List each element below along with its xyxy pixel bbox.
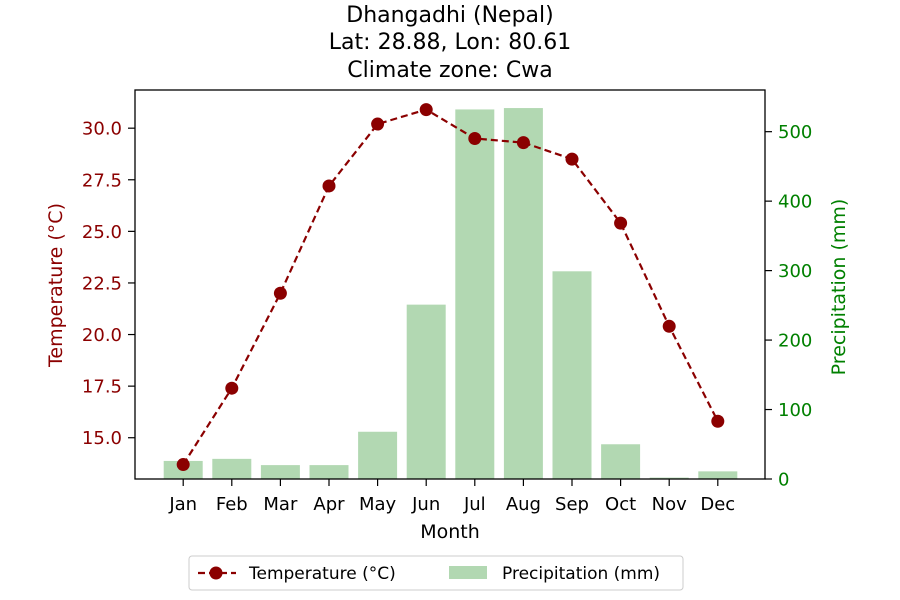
x-tick-label-jun: Jun xyxy=(411,494,440,515)
x-tick-label-apr: Apr xyxy=(313,494,345,515)
temperature-point-dec xyxy=(711,414,725,428)
temperature-tick-label-5: 27.5 xyxy=(82,170,122,191)
temperature-tick-label-4: 25.0 xyxy=(82,222,122,243)
temperature-tick-label-2: 20.0 xyxy=(82,325,122,346)
x-tick-label-mar: Mar xyxy=(263,494,298,515)
legend: Temperature (°C) Precipitation (mm) xyxy=(188,555,684,591)
precipitation-bar-dec xyxy=(698,471,738,479)
precipitation-tick-label-3: 300 xyxy=(778,261,812,282)
temperature-point-oct xyxy=(614,216,628,230)
x-tick-label-oct: Oct xyxy=(605,494,636,515)
chart-title-line-2: Lat: 28.88, Lon: 80.61 xyxy=(329,30,571,55)
temperature-point-aug xyxy=(516,136,530,150)
temperature-point-nov xyxy=(662,319,676,333)
x-tick-label-nov: Nov xyxy=(652,494,687,515)
precipitation-bar-feb xyxy=(212,458,252,479)
plot-area-frame xyxy=(134,89,766,480)
temperature-point-feb xyxy=(225,381,239,395)
x-axis-label: Month xyxy=(420,521,480,543)
precipitation-bars xyxy=(163,108,738,479)
precipitation-tick-label-2: 200 xyxy=(778,331,812,352)
precipitation-bar-apr xyxy=(309,465,349,479)
temperature-point-sep xyxy=(565,152,579,166)
temperature-tick-label-1: 17.5 xyxy=(82,377,122,398)
x-tick-label-sep: Sep xyxy=(555,494,589,515)
x-tick-label-aug: Aug xyxy=(506,494,541,515)
x-tick-label-may: May xyxy=(359,494,397,515)
precipitation-bar-aug xyxy=(503,108,543,479)
precipitation-tick-label-5: 500 xyxy=(778,122,812,143)
temperature-line-series xyxy=(176,103,725,472)
left-axis-label: Temperature (°C) xyxy=(45,203,67,368)
temperature-tick-label-6: 30.0 xyxy=(82,119,122,140)
precipitation-bar-may xyxy=(358,431,398,479)
precipitation-bar-jun xyxy=(406,304,446,479)
precipitation-bar-nov xyxy=(649,477,689,479)
precipitation-axis: 0 100 200 300 400 500 xyxy=(765,122,812,491)
legend-precipitation-swatch xyxy=(449,566,487,579)
x-tick-label-jul: Jul xyxy=(463,494,486,515)
chart-title: Dhangadhi (Nepal) Lat: 28.88, Lon: 80.61… xyxy=(329,3,571,83)
precipitation-bar-oct xyxy=(601,444,641,479)
x-tick-label-feb: Feb xyxy=(216,494,248,515)
right-axis-label: Precipitation (mm) xyxy=(828,199,850,376)
temperature-point-jan xyxy=(176,458,190,472)
x-tick-label-dec: Dec xyxy=(700,494,735,515)
temperature-axis: 15.0 17.5 20.0 22.5 25.0 27.5 30.0 xyxy=(82,119,135,449)
temperature-point-may xyxy=(371,117,385,131)
legend-precipitation-label: Precipitation (mm) xyxy=(502,564,660,584)
legend-box xyxy=(188,555,684,591)
legend-temperature-marker xyxy=(209,566,223,580)
temperature-tick-label-0: 15.0 xyxy=(82,428,122,449)
x-axis: Jan Feb Mar Apr May Jun Jul Aug Sep Oct Nov Dec xyxy=(168,479,735,515)
precipitation-bar-mar xyxy=(260,465,300,479)
temperature-point-jul xyxy=(468,132,482,145)
temperature-tick-label-3: 22.5 xyxy=(82,273,122,294)
precipitation-tick-label-4: 400 xyxy=(778,192,812,213)
temperature-point-jun xyxy=(419,103,433,117)
temperature-point-mar xyxy=(273,286,287,300)
precipitation-bar-jul xyxy=(455,109,495,479)
chart-title-line-1: Dhangadhi (Nepal) xyxy=(346,3,554,28)
temperature-point-apr xyxy=(322,179,336,193)
chart-title-line-3: Climate zone: Cwa xyxy=(347,58,552,83)
precipitation-bar-sep xyxy=(552,271,592,479)
temperature-line xyxy=(182,108,719,466)
x-tick-label-jan: Jan xyxy=(168,494,197,515)
legend-temperature-label: Temperature (°C) xyxy=(248,564,396,584)
precipitation-tick-label-0: 0 xyxy=(778,470,789,491)
precipitation-tick-label-1: 100 xyxy=(778,400,812,421)
